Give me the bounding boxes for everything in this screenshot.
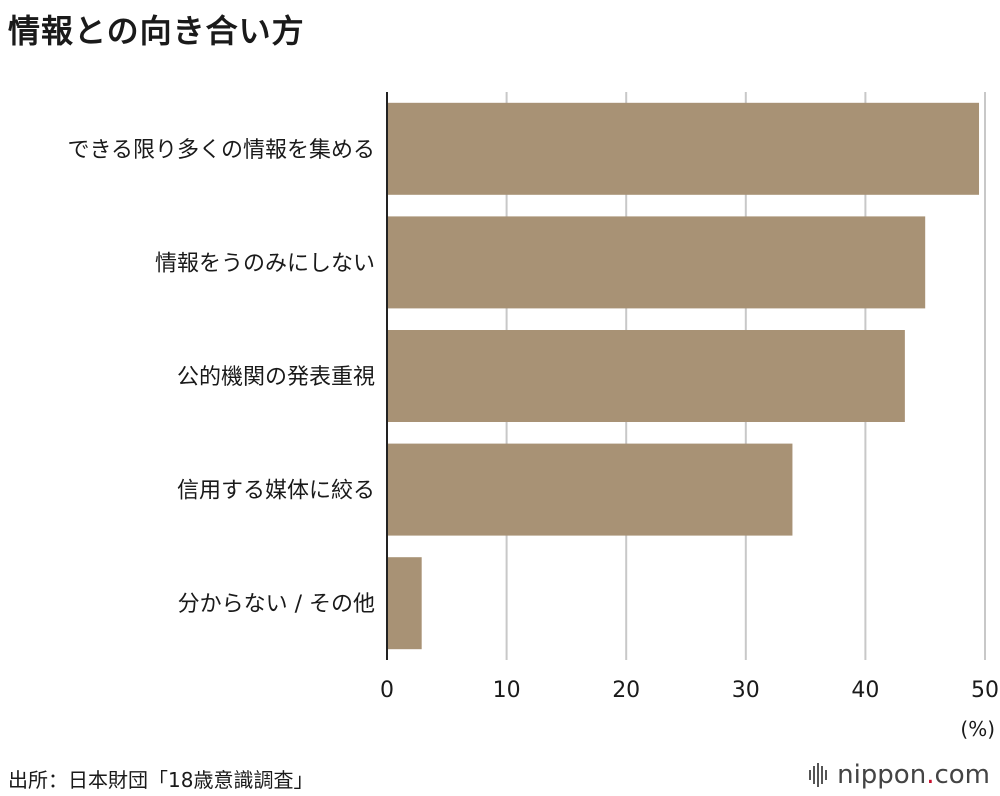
x-tick-label: 50 xyxy=(971,678,999,703)
brand-name-right: com xyxy=(934,760,990,790)
bar xyxy=(387,216,926,309)
sound-bars-icon xyxy=(809,763,829,787)
x-tick-label: 30 xyxy=(732,678,760,703)
source-note: 出所：日本財団「18歳意識調査」 xyxy=(8,768,314,792)
x-tick-label: 40 xyxy=(851,678,879,703)
brand-name-left: nippon xyxy=(837,760,927,790)
category-label: できる限り多くの情報を集める xyxy=(67,138,375,163)
category-label: 分からない / その他 xyxy=(178,592,375,617)
bar xyxy=(387,557,422,650)
brand-logo: nippon. com xyxy=(809,760,990,790)
category-label: 公的機関の発表重視 xyxy=(177,365,375,390)
x-tick-label: 10 xyxy=(493,678,521,703)
chart-title: 情報との向き合い方 xyxy=(8,12,305,50)
category-label: 情報をうのみにしない xyxy=(155,251,375,276)
category-label: 信用する媒体に絞る xyxy=(177,479,375,504)
bar xyxy=(387,443,793,536)
x-tick-label: 20 xyxy=(612,678,640,703)
bar xyxy=(387,330,905,422)
brand-dot: . xyxy=(926,760,935,790)
unit-label: (%) xyxy=(960,717,995,741)
bar xyxy=(387,102,980,195)
x-tick-label: 0 xyxy=(380,678,394,703)
